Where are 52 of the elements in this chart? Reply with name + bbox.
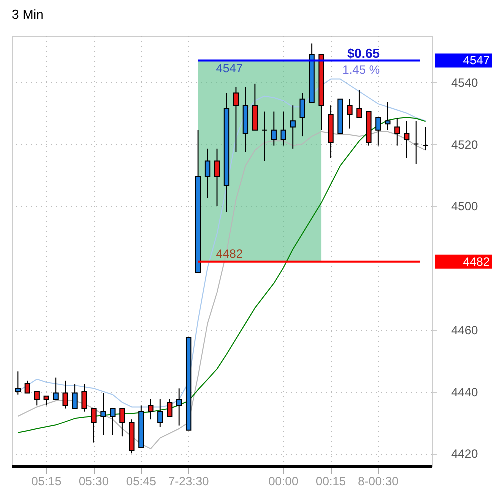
candlestick [148, 398, 154, 420]
y-tick-label: 4540 [452, 76, 479, 90]
candlestick [15, 371, 21, 396]
candlestick [120, 408, 126, 438]
candlestick [233, 86, 240, 153]
candlestick [91, 408, 97, 444]
candlestick [404, 120, 410, 159]
text: 4547 [463, 54, 490, 68]
candlestick [356, 90, 362, 118]
x-tick-label: 05:15 [32, 474, 62, 488]
x-tick-label: 8-00:30 [358, 474, 400, 488]
x-tick-label: 05:45 [126, 474, 157, 488]
candlestick [290, 105, 296, 150]
candlestick [414, 120, 420, 165]
x-tick-label: 00:00 [268, 474, 299, 488]
x-tick-label: 05:30 [78, 474, 110, 488]
candlestick [176, 388, 182, 426]
candlestick [376, 117, 382, 146]
candlestick [385, 102, 391, 131]
candlestick [53, 377, 59, 400]
candlestick [167, 398, 173, 418]
candlestick [300, 92, 306, 138]
candlestick [204, 148, 211, 199]
candlestick [110, 408, 116, 436]
candlestick [82, 384, 88, 412]
candlestick [34, 391, 40, 406]
candlestick [72, 384, 78, 410]
candlestick [44, 396, 50, 406]
candlestick [394, 117, 400, 146]
annotation: $0.65 [347, 46, 380, 61]
candlestick [262, 111, 268, 162]
candlestick [158, 398, 164, 428]
ref-line-label: 4482 [216, 246, 244, 261]
annotation: 1.45 % [342, 63, 380, 77]
x-tick-label: 7-23:30 [168, 474, 210, 488]
y-tick-label: 4420 [452, 447, 479, 462]
y-tick-label: 4500 [452, 200, 479, 214]
text: 4482 [463, 254, 490, 269]
candlestick [214, 148, 220, 207]
candlestick [24, 380, 30, 394]
candlestick [271, 111, 277, 146]
y-tick-label: 4440 [452, 385, 479, 400]
candlestick [347, 98, 353, 130]
x-tick-label: 00:15 [316, 474, 346, 488]
candlestick [423, 126, 429, 151]
candlestick [100, 392, 106, 436]
y-tick-label: 4520 [452, 138, 479, 152]
chart-title: 3 Min [12, 7, 44, 22]
candlestick [62, 380, 68, 410]
candlestick [280, 111, 286, 146]
ref-line-label: 4547 [216, 62, 244, 76]
y-tick-label: 4460 [452, 323, 479, 338]
